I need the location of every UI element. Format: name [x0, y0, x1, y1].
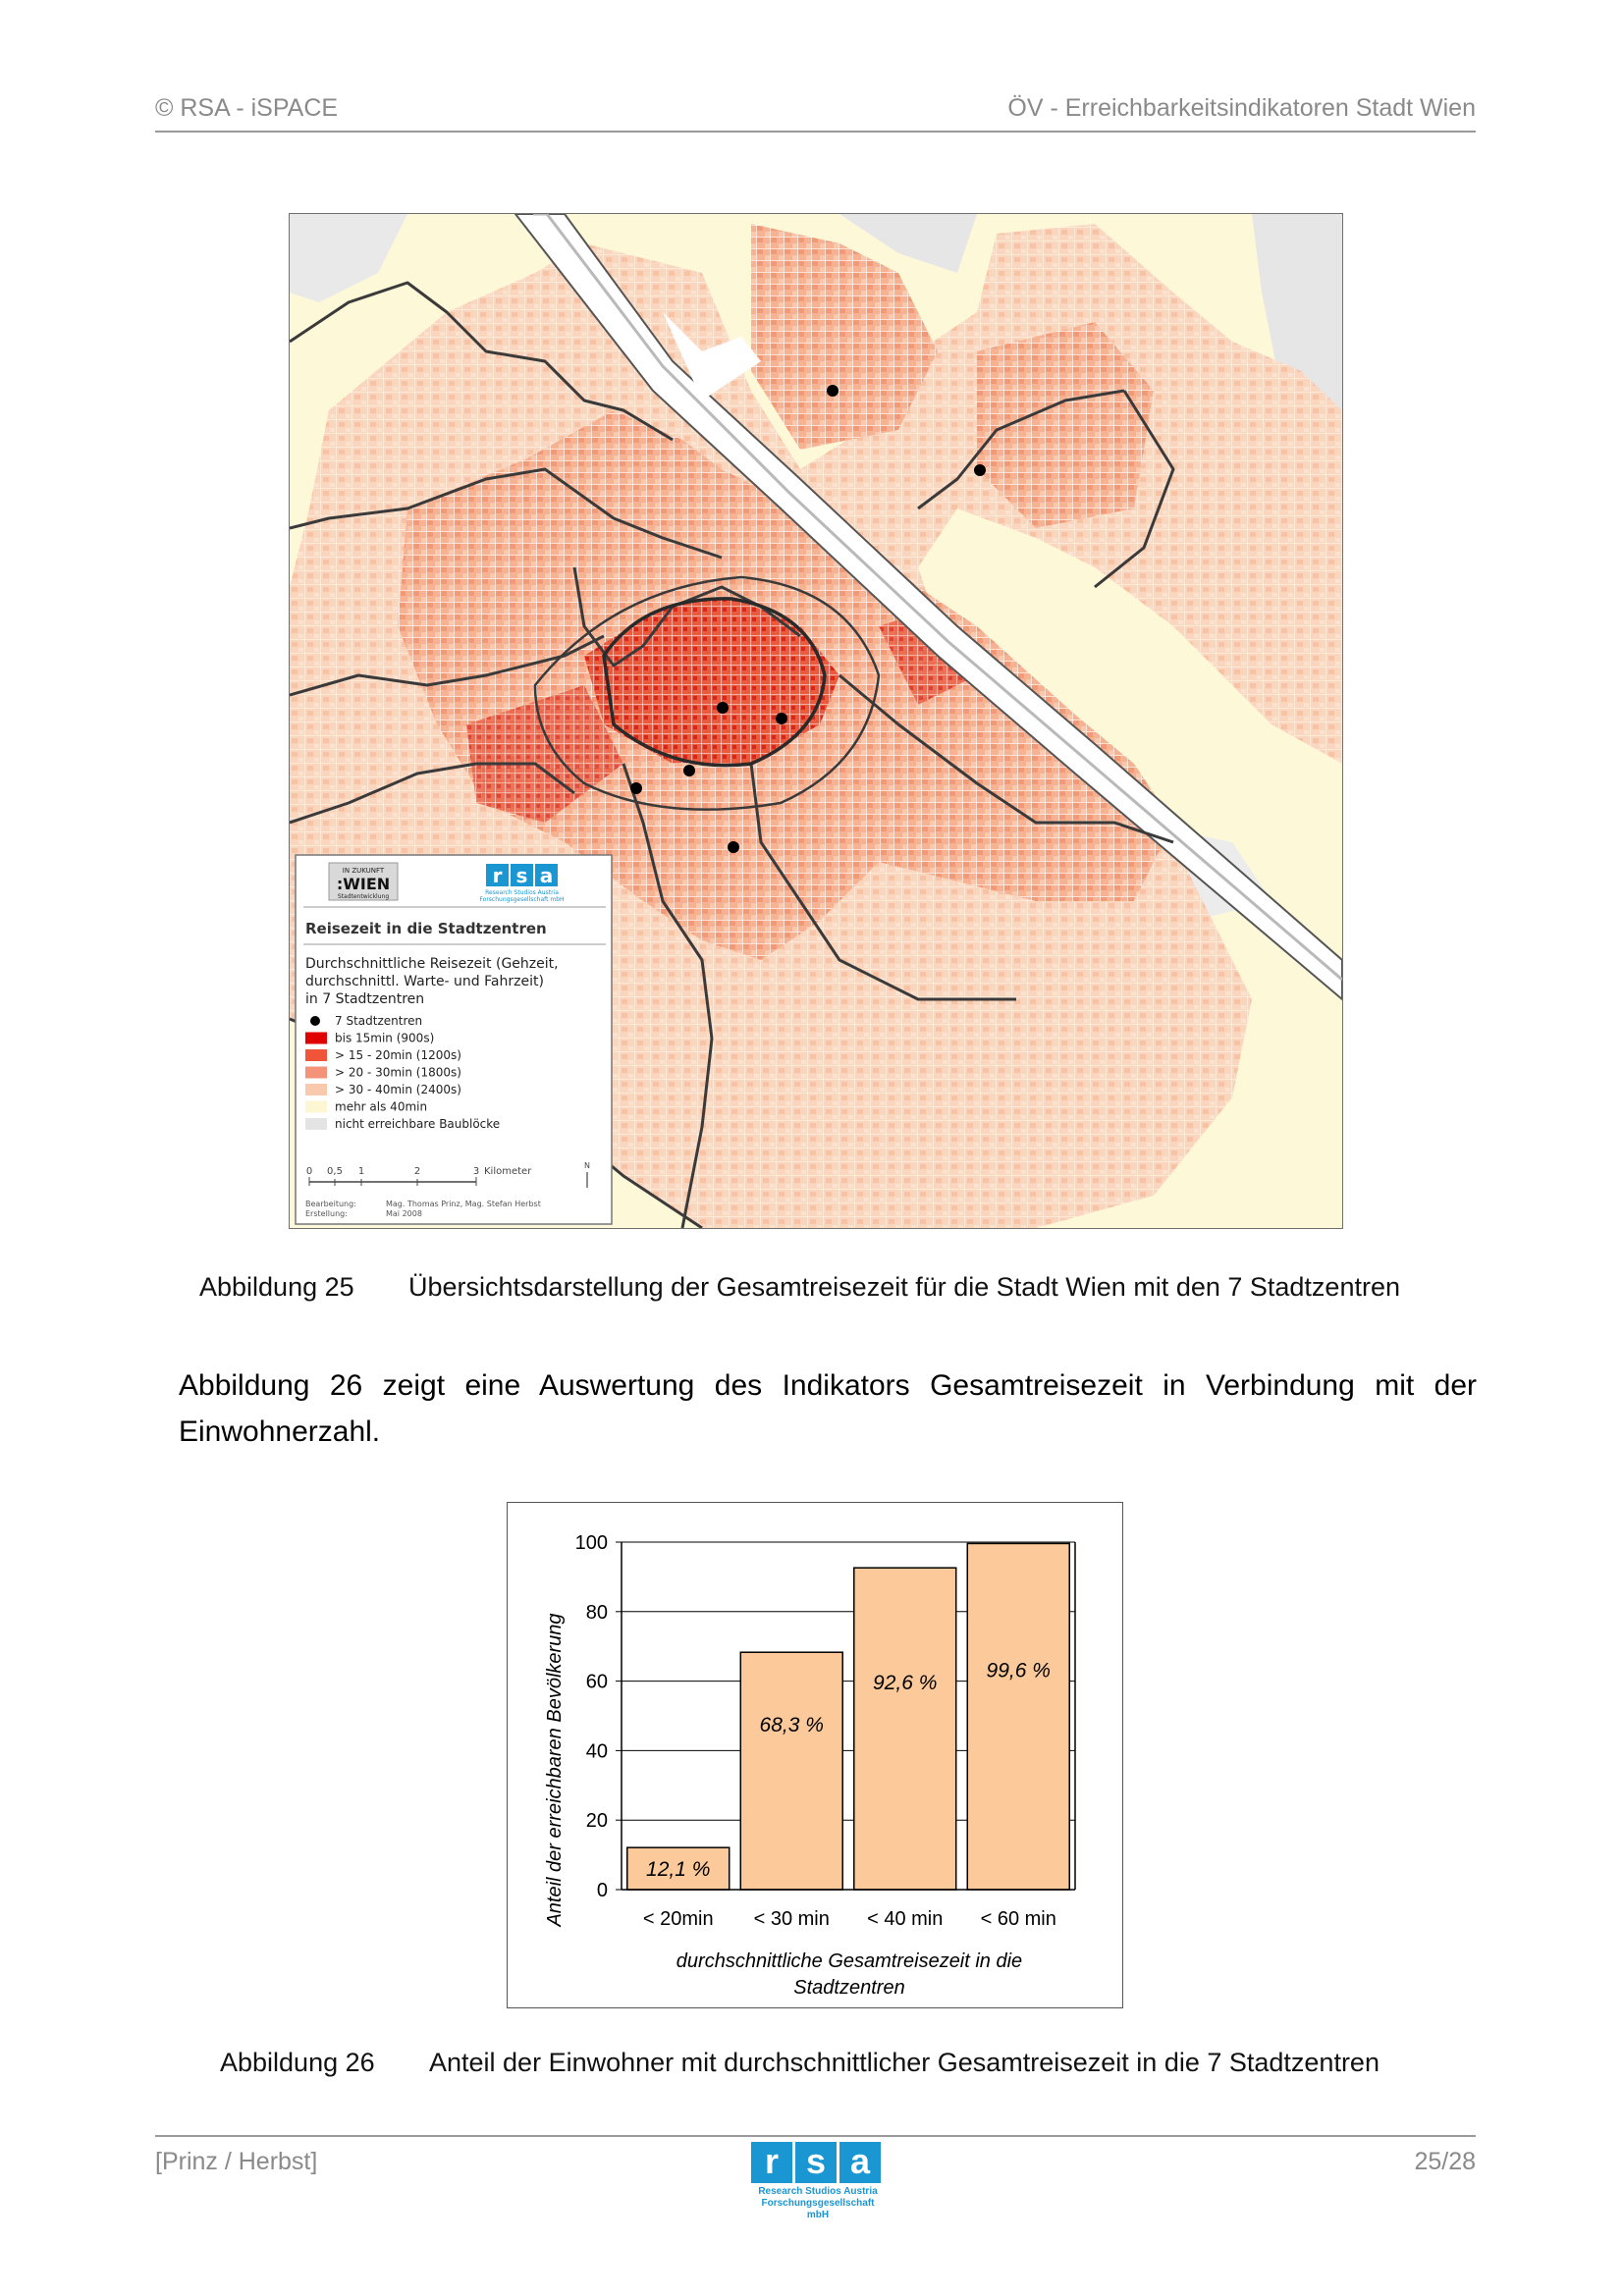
svg-text:Bearbeitung:: Bearbeitung:: [305, 1200, 356, 1208]
svg-text:0,5: 0,5: [327, 1166, 343, 1177]
svg-text:Erstellung:: Erstellung:: [305, 1209, 348, 1218]
y-tick-label: 100: [575, 1532, 608, 1554]
city-centre-marker: [728, 841, 739, 853]
svg-text:s: s: [516, 864, 528, 887]
y-tick-label: 80: [586, 1602, 608, 1624]
city-centre-marker: [683, 765, 695, 776]
figure-25-caption: Abbildung 25 Übersichtsdarstellung der G…: [199, 1272, 1476, 1308]
city-centre-marker: [827, 385, 839, 397]
legend-swatch: [305, 1049, 327, 1061]
figure-26-number: Abbildung 26: [220, 2048, 375, 2077]
bar: [853, 1567, 957, 1891]
legend-label: mehr als 40min: [335, 1100, 427, 1114]
x-tick-label: < 60 min: [981, 1908, 1056, 1930]
logo-subtitle-1: Research Studios Austria: [758, 2186, 878, 2197]
legend-desc-3: in 7 Stadtzentren: [305, 991, 424, 1007]
unreachable-area: [839, 214, 977, 273]
legend-title: Reisezeit in die Stadtzentren: [305, 920, 547, 937]
x-axis-title-line2: Stadtzentren: [793, 1977, 904, 1999]
logo-letter-s: s: [795, 2142, 837, 2183]
logo-subtitle-2: Forschungsgesellschaft mbH: [761, 2198, 875, 2220]
ring-road: [602, 597, 827, 768]
legend-label: 7 Stadtzentren: [335, 1014, 422, 1028]
legend-label: nicht erreichbare Baublöcke: [335, 1117, 500, 1131]
y-tick-label: 20: [586, 1810, 608, 1832]
city-centre-marker: [630, 782, 642, 794]
wien-logo-sub: Stadtentwicklung: [338, 893, 389, 900]
bar-data-label: 99,6 %: [987, 1660, 1051, 1682]
legend-swatch: [305, 1066, 327, 1079]
svg-text:Forschungsgesellschaft mbH: Forschungsgesellschaft mbH: [479, 896, 564, 903]
wien-logo-main: :WIEN: [337, 875, 390, 893]
city-centre-marker: [974, 464, 986, 476]
legend-label: > 15 - 20min (1200s): [335, 1048, 461, 1062]
logo-letter-a: a: [839, 2142, 881, 2183]
north-arrow-label: N: [584, 1161, 590, 1170]
rsa-map-logo: r s a Research Studios Austria Forschung…: [479, 864, 565, 903]
legend-desc-1: Durchschnittliche Reisezeit (Gehzeit,: [305, 956, 559, 972]
map-legend: IN ZUKUNFT :WIEN Stadtentwicklung r s a …: [295, 854, 613, 1225]
svg-text:r: r: [493, 864, 503, 887]
footer-authors: [Prinz / Herbst]: [155, 2148, 318, 2175]
x-tick-label: < 30 min: [754, 1908, 830, 1930]
legend-label: > 30 - 40min (2400s): [335, 1083, 461, 1096]
y-tick-label: 60: [586, 1672, 608, 1693]
header-right: ÖV - Erreichbarkeitsindikatoren Stadt Wi…: [1007, 94, 1476, 122]
svg-text:Research Studios Austria: Research Studios Austria: [485, 889, 559, 896]
x-tick-label: < 20min: [643, 1908, 714, 1930]
svg-text:Mai 2008: Mai 2008: [386, 1209, 422, 1218]
y-tick-label: 0: [597, 1880, 608, 1901]
svg-text:Kilometer: Kilometer: [484, 1166, 532, 1177]
y-tick-label: 40: [586, 1740, 608, 1762]
svg-text:1: 1: [358, 1166, 364, 1177]
rsa-footer-logo: r s a Research Studios Austria Forschung…: [751, 2142, 885, 2221]
bar-data-label: 68,3 %: [760, 1714, 824, 1736]
wien-logo-top: IN ZUKUNFT: [343, 867, 385, 875]
legend-marker-icon: [310, 1016, 320, 1026]
x-tick-label: < 40 min: [867, 1908, 943, 1930]
legend-label: bis 15min (900s): [335, 1032, 434, 1045]
header-left: © RSA - iSPACE: [155, 94, 339, 122]
figure-25-number: Abbildung 25: [199, 1272, 354, 1302]
x-axis-title-line1: durchschnittliche Gesamtreisezeit in die: [676, 1950, 1022, 1972]
city-centre-marker: [776, 713, 787, 724]
y-axis-title: Anteil der erreichbaren Bevölkerung: [544, 1613, 566, 1927]
bar-data-label: 92,6 %: [873, 1672, 937, 1694]
svg-text:2: 2: [414, 1166, 420, 1177]
bar: [739, 1651, 843, 1891]
legend-swatch: [305, 1100, 327, 1113]
header-rule: [155, 131, 1476, 133]
figure-26-caption: Abbildung 26 Anteil der Einwohner mit du…: [220, 2048, 1477, 2083]
bar: [626, 1846, 730, 1891]
legend-swatch: [305, 1084, 327, 1095]
legend-swatch: [305, 1118, 327, 1130]
svg-text:a: a: [540, 864, 554, 887]
svg-text:0: 0: [306, 1166, 312, 1177]
vienna-travel-time-map: IN ZUKUNFT :WIEN Stadtentwicklung r s a …: [289, 213, 1343, 1229]
legend-swatch: [305, 1032, 327, 1044]
legend-desc-2: durchschnittl. Warte- und Fahrzeit): [305, 974, 544, 989]
footer-rule: [155, 2135, 1476, 2137]
logo-letter-r: r: [751, 2142, 792, 2183]
figure-26-text: Anteil der Einwohner mit durchschnittlic…: [429, 2048, 1380, 2077]
bar: [966, 1542, 1070, 1891]
body-paragraph: Abbildung 26 zeigt eine Auswertung des I…: [179, 1369, 1477, 1448]
population-travel-time-chart: 12,1 % 68,3 % 92,6 % 99,6 % 0 20 40 60 80 100 < 2…: [507, 1502, 1123, 2008]
figure-25-text: Übersichtsdarstellung der Gesamtreisezei…: [408, 1272, 1400, 1302]
city-centres: [630, 385, 986, 853]
city-centre-marker: [717, 702, 729, 714]
svg-text:Mag. Thomas Prinz, Mag. Stefan: Mag. Thomas Prinz, Mag. Stefan Herbst: [386, 1200, 541, 1208]
svg-text:3: 3: [473, 1166, 479, 1177]
legend-label: > 20 - 30min (1800s): [335, 1066, 461, 1080]
page-number: 25/28: [1414, 2148, 1476, 2175]
scale-bar: 0 0,5 1 2 3 Kilometer N: [306, 1161, 590, 1188]
bar-data-label: 12,1 %: [646, 1858, 710, 1881]
